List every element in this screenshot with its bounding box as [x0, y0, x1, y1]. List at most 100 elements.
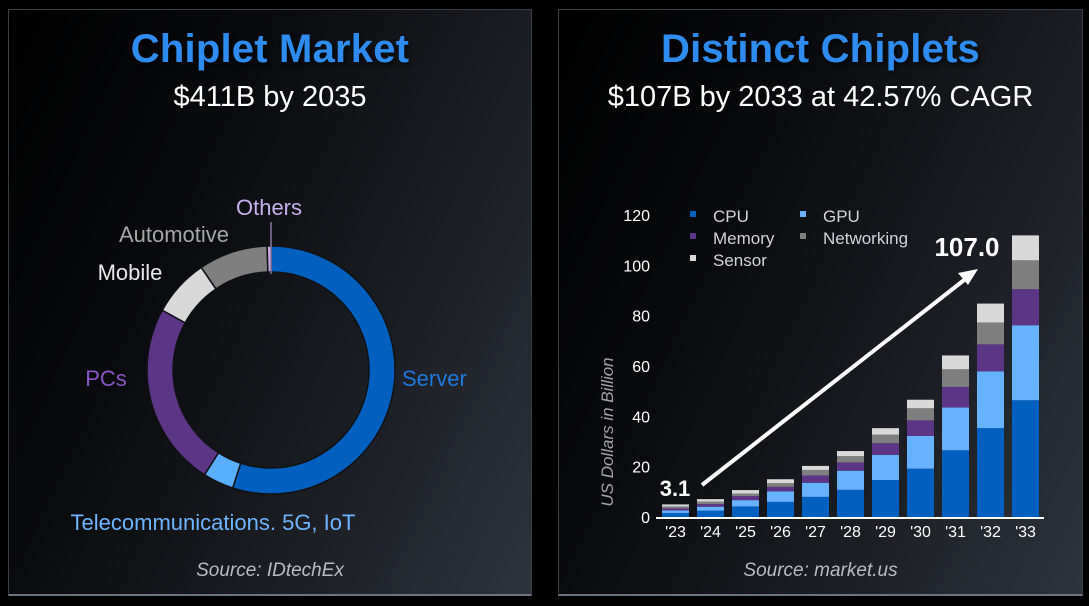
bar-segment-memory [662, 508, 689, 511]
bar-segment-memory [767, 486, 794, 492]
bar-segment-cpu [697, 510, 724, 517]
x-tick-label: '31 [945, 524, 966, 541]
bar-segment-memory [1012, 289, 1039, 326]
bar-segment-gpu [837, 470, 864, 490]
donut-label-mobile: Mobile [98, 260, 163, 285]
bar-segment-gpu [732, 500, 759, 507]
legend-swatch-cpu [690, 211, 696, 217]
y-tick-label: 20 [632, 460, 650, 477]
donut-slice-server [231, 245, 396, 495]
bar-segment-networking [837, 456, 864, 463]
bar-segment-gpu [942, 407, 969, 451]
growth-arrow-head [958, 269, 978, 285]
bar-segment-sensor [837, 451, 864, 457]
bar-segment-memory [697, 504, 724, 507]
y-tick-label: 120 [623, 208, 650, 225]
bar-segment-cpu [942, 450, 969, 517]
bar-segment-networking [977, 322, 1004, 345]
bar-segment-sensor [697, 499, 724, 502]
bar-segment-gpu [907, 435, 934, 469]
bar-segment-networking [802, 469, 829, 476]
bar-segment-gpu [697, 506, 724, 511]
chiplet-market-panel: Chiplet Market $411B by 2035 Source: IDt… [8, 9, 532, 596]
bar-segment-cpu [872, 480, 899, 517]
bar-segment-gpu [662, 510, 689, 513]
bar-segment-gpu [1012, 325, 1039, 401]
legend-swatch-networking [800, 233, 806, 239]
bar-segment-memory [907, 420, 934, 436]
x-tick-label: '29 [875, 524, 896, 541]
y-axis-label: US Dollars in Billion [598, 357, 617, 506]
x-tick-label: '24 [700, 524, 721, 541]
bar-segment-sensor [662, 504, 689, 507]
bar-segment-sensor [907, 399, 934, 409]
bar-segment-networking [662, 506, 689, 509]
bar-segment-cpu [907, 468, 934, 517]
donut-label-automotive: Automotive [119, 222, 229, 247]
growth-arrow-line [700, 275, 970, 487]
x-tick-label: '33 [1015, 524, 1036, 541]
donut-label-telecommunications-5g-iot: Telecommunications. 5G, IoT [71, 510, 356, 535]
x-tick-label: '30 [910, 524, 931, 541]
bar-segment-cpu [802, 496, 829, 517]
legend-label-sensor: Sensor [713, 251, 767, 270]
bar-segment-memory [802, 475, 829, 483]
annotation-start-value: 3.1 [660, 476, 691, 501]
bar-segment-networking [697, 501, 724, 505]
bar-segment-sensor [802, 465, 829, 470]
bar-segment-networking [767, 483, 794, 487]
bar-segment-networking [907, 408, 934, 421]
bar-segment-cpu [837, 489, 864, 517]
bar-segment-memory [977, 344, 1004, 372]
y-tick-label: 80 [632, 309, 650, 326]
y-tick-label: 60 [632, 359, 650, 376]
bar-segment-cpu [662, 512, 689, 517]
bar-segment-gpu [767, 491, 794, 502]
distinct-chiplets-title: Distinct Chiplets [661, 27, 980, 71]
chiplet-market-subtitle: $411B by 2035 [173, 81, 367, 113]
bar-segment-networking [1012, 260, 1039, 290]
y-tick-label: 100 [623, 258, 650, 275]
bar-segment-networking [872, 434, 899, 444]
x-tick-label: '25 [735, 524, 756, 541]
bar-segment-sensor [767, 479, 794, 484]
legend-swatch-memory [690, 233, 696, 239]
legend-label-memory: Memory [713, 229, 775, 248]
x-tick-label: '28 [840, 524, 861, 541]
donut-label-others: Others [236, 195, 302, 220]
annotation-end-value: 107.0 [934, 232, 999, 262]
bar-segment-networking [732, 493, 759, 497]
bar-segment-memory [872, 443, 899, 455]
x-tick-label: '26 [770, 524, 791, 541]
bar-segment-cpu [732, 506, 759, 517]
legend-label-cpu: CPU [713, 207, 749, 226]
bar-segment-cpu [1012, 400, 1039, 517]
bar-segment-sensor [732, 490, 759, 494]
bar-segment-gpu [977, 371, 1004, 429]
bar-segment-cpu [767, 501, 794, 517]
y-tick-label: 40 [632, 409, 650, 426]
bar-segment-memory [732, 496, 759, 501]
bar-segment-memory [942, 386, 969, 408]
distinct-chiplets-source: Source: market.us [743, 560, 898, 581]
donut-label-pcs: PCs [85, 366, 127, 391]
y-tick-label: 0 [641, 510, 650, 527]
chiplet-market-source: Source: IDtechEx [196, 560, 344, 581]
x-tick-label: '27 [805, 524, 826, 541]
x-tick-label: '32 [980, 524, 1001, 541]
distinct-chiplets-subtitle: $107B by 2033 at 42.57% CAGR [607, 81, 1034, 113]
donut-label-server: Server [402, 366, 467, 391]
chiplet-market-title: Chiplet Market [130, 27, 410, 71]
bar-segment-networking [942, 369, 969, 387]
bar-segment-sensor [977, 303, 1004, 323]
legend-label-gpu: GPU [823, 207, 860, 226]
bar-segment-sensor [1012, 235, 1039, 261]
bar-segment-sensor [872, 428, 899, 435]
bar-segment-gpu [802, 482, 829, 497]
legend-swatch-gpu [800, 211, 806, 217]
x-tick-label: '23 [665, 524, 686, 541]
bar-segment-sensor [942, 355, 969, 370]
bar-segment-memory [837, 462, 864, 471]
